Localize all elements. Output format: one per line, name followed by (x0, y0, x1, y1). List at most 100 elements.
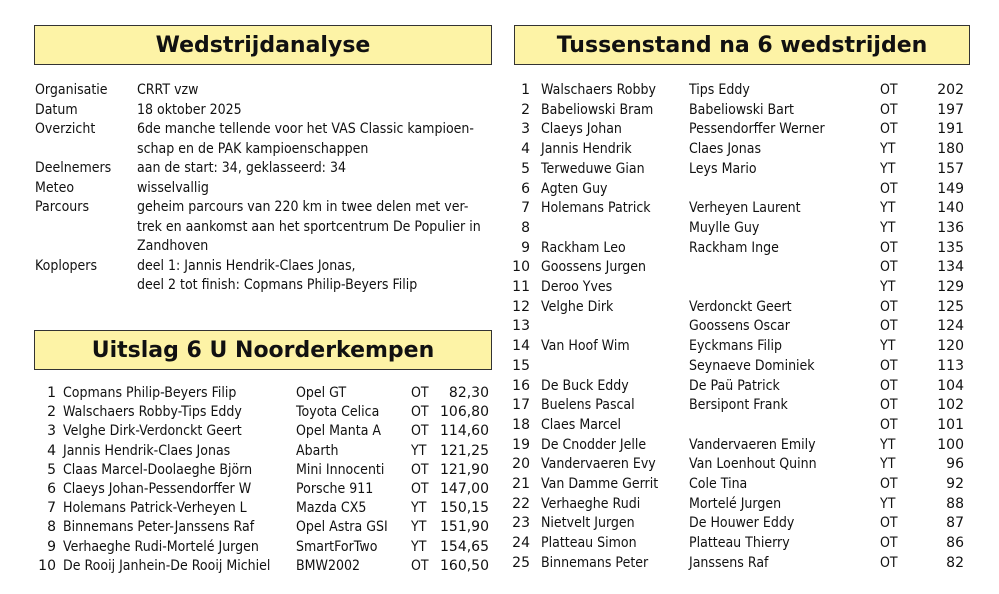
driver: Jannis Hendrik (541, 141, 632, 158)
crew: Walschaers Robby-Tips Eddy (63, 404, 242, 421)
driver: Platteau Simon (541, 535, 637, 552)
crew: Binnemans Peter-Janssens Raf (63, 519, 255, 536)
rank: 21 (512, 476, 530, 492)
time: 160,50 (440, 557, 489, 574)
driver: Claeys Johan (541, 121, 622, 138)
class: OT (880, 397, 898, 414)
car: Opel Astra GSI (296, 519, 388, 536)
points: 180 (937, 141, 964, 158)
class: OT (411, 557, 429, 574)
class: YT (880, 279, 896, 295)
driver: Claes Marcel (541, 416, 622, 433)
points: 129 (937, 279, 964, 295)
points: 96 (946, 456, 964, 473)
points: 88 (946, 495, 964, 512)
driver: Terweduwe Gian (541, 160, 645, 177)
points: 134 (937, 259, 964, 276)
rank: 9 (521, 239, 530, 256)
driver: Deroo Yves (541, 279, 613, 295)
rank: 3 (47, 423, 56, 440)
codriver: Platteau Thierry (689, 535, 790, 552)
points: 191 (937, 121, 964, 138)
class: OT (411, 461, 429, 478)
rank: 8 (521, 219, 530, 236)
class: OT (880, 180, 898, 197)
time: 151,90 (440, 519, 489, 536)
rank: 22 (512, 495, 530, 512)
class: OT (411, 481, 429, 497)
driver: Velghe Dirk (541, 298, 614, 315)
class: YT (880, 160, 896, 177)
rank: 7 (47, 500, 56, 517)
rank: 1 (521, 82, 530, 98)
info-label: Deelnemers (35, 160, 112, 176)
time: 154,65 (440, 538, 489, 555)
points: 140 (937, 200, 964, 217)
driver: De Cnodder Jelle (541, 436, 647, 453)
class: YT (880, 495, 896, 512)
points: 202 (937, 82, 964, 98)
driver: Vandervaeren Evy (541, 456, 656, 473)
codriver: Muylle Guy (689, 219, 760, 236)
driver: Van Hoof Wim (541, 338, 630, 355)
class: YT (880, 456, 896, 473)
info-value: 18 oktober 2025 (137, 101, 242, 118)
codriver: Mortelé Jurgen (689, 495, 782, 512)
codriver: Tips Eddy (689, 82, 750, 98)
class: OT (880, 476, 898, 492)
points: 86 (946, 535, 964, 552)
crew: Velghe Dirk-Verdonckt Geert (63, 423, 242, 440)
info-label: Overzicht (35, 121, 96, 137)
info-value: CRRT vzw (137, 82, 199, 98)
points: 157 (937, 160, 964, 177)
codriver: Cole Tina (689, 476, 748, 492)
codriver: Pessendorffer Werner (689, 121, 825, 138)
driver: Walschaers Robby (541, 82, 656, 98)
car: Porsche 911 (296, 481, 374, 497)
points: 149 (937, 180, 964, 197)
class: OT (880, 554, 898, 571)
class: OT (880, 377, 898, 394)
info-value: schap en de PAK kampioenschappen (137, 140, 369, 157)
codriver: Janssens Raf (689, 554, 769, 571)
car: Opel Manta A (296, 423, 382, 440)
info-value: geheim parcours van 220 km in twee delen… (137, 199, 469, 215)
crew: De Rooij Janhein-De Rooij Michiel (63, 557, 271, 574)
codriver: Verheyen Laurent (689, 200, 801, 217)
rank: 13 (512, 318, 530, 335)
info-label: Koplopers (35, 257, 98, 274)
class: OT (880, 515, 898, 532)
points: 92 (946, 476, 964, 492)
points: 82 (946, 554, 964, 571)
car: Toyota Celica (296, 404, 380, 421)
class: OT (880, 535, 898, 552)
info-value: trek en aankomst aan het sportcentrum De… (137, 218, 481, 235)
codriver: Van Loenhout Quinn (689, 456, 817, 473)
class: YT (880, 219, 896, 236)
info-value: Zandhoven (137, 238, 209, 254)
points: 102 (937, 397, 964, 414)
points: 100 (937, 436, 964, 453)
rank: 14 (512, 338, 530, 355)
class: YT (880, 141, 896, 158)
points: 120 (937, 338, 964, 355)
rank: 18 (512, 416, 530, 433)
rank: 17 (512, 397, 530, 414)
class: OT (880, 82, 898, 98)
codriver: Goossens Oscar (689, 318, 790, 335)
rank: 8 (47, 519, 56, 536)
driver: Babeliowski Bram (541, 101, 654, 118)
crew: Verhaeghe Rudi-Mortelé Jurgen (63, 538, 259, 555)
info-value: wisselvallig (137, 179, 209, 196)
points: 124 (937, 318, 964, 335)
car: BMW2002 (296, 557, 361, 574)
points: 136 (937, 219, 964, 236)
time: 147,00 (440, 481, 489, 497)
driver: Binnemans Peter (541, 554, 649, 571)
info-label: Organisatie (35, 82, 108, 98)
info-value: deel 2 tot finish: Copmans Philip-Beyers… (137, 277, 418, 293)
points: 113 (937, 357, 964, 374)
class: YT (880, 200, 896, 217)
points: 125 (937, 298, 964, 315)
